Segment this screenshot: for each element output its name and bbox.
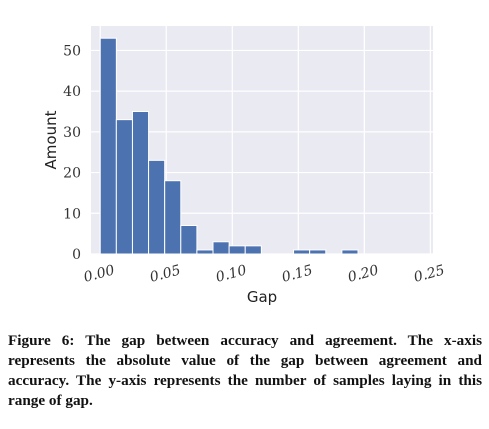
x-tick-label-4: 0.20 [346,262,380,286]
x-tick-label-1: 0.05 [148,262,182,286]
y-tick-label-3: 30 [63,125,81,141]
x-tick-label-2: 0.10 [214,262,248,286]
x-axis-label: Gap [247,288,277,306]
bar-5 [180,225,198,255]
y-tick-label-5: 50 [63,43,81,59]
histogram-chart: 0.00 0.05 0.10 0.15 0.20 0.25 0 10 20 30 40 50 Gap… [42,26,447,306]
x-tick-label-5: 0.25 [412,262,446,286]
bar-7 [212,241,230,255]
bar-4 [164,180,182,255]
bar-3 [148,159,166,255]
caption-text: The gap between accuracy and agreement. … [8,332,482,409]
y-tick-labels: 0 10 20 30 40 50 [63,43,81,263]
bars [99,37,359,255]
bar-9 [244,245,262,255]
figure-caption: Figure 6: The gap between accuracy and a… [8,331,482,411]
x-tick-label-3: 0.15 [280,262,314,286]
y-tick-label-0: 0 [72,247,81,263]
y-tick-label-4: 40 [63,84,81,100]
y-axis-label: Amount [42,110,60,169]
y-tick-label-2: 20 [63,166,81,182]
bar-12 [293,249,311,255]
bar-2 [131,111,150,255]
y-tick-label-1: 10 [63,206,81,222]
bar-0 [99,37,117,255]
bar-13 [309,249,327,255]
bar-1 [115,119,133,255]
bar-15 [341,249,359,255]
bar-6 [196,249,214,255]
bar-8 [228,245,246,255]
caption-label: Figure 6: [8,332,75,349]
x-tick-labels: 0.00 0.05 0.10 0.15 0.20 0.25 [82,262,446,286]
x-tick-label-0: 0.00 [82,262,116,286]
